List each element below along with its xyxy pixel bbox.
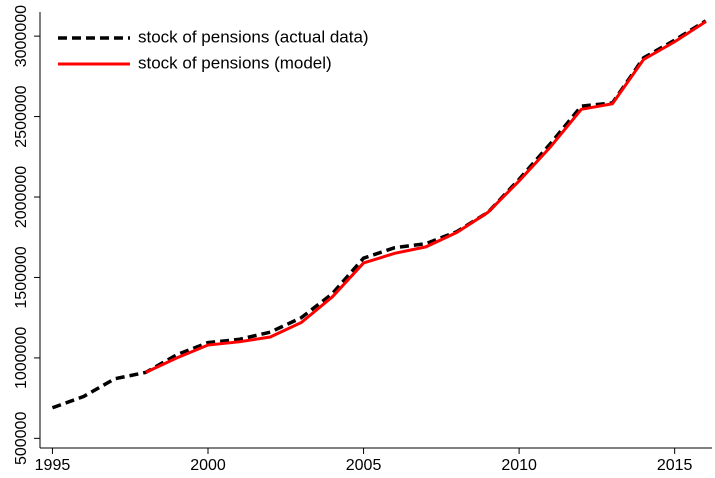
x-tick-label: 2015 (657, 457, 693, 474)
y-tick-label: 2000000 (13, 166, 30, 228)
x-tick-label: 2010 (501, 457, 537, 474)
y-tick-label: 3000000 (13, 5, 30, 67)
legend-label: stock of pensions (actual data) (138, 27, 369, 46)
series-line (51, 19, 707, 410)
y-tick-label: 1000000 (13, 327, 30, 389)
series-line (145, 20, 707, 374)
legend-label: stock of pensions (model) (138, 53, 332, 72)
y-tick-label: 2500000 (13, 85, 30, 147)
x-tick-label: 2000 (190, 457, 226, 474)
x-tick-label: 1995 (35, 457, 71, 474)
y-tick-label: 1500000 (13, 246, 30, 308)
x-tick-label: 2005 (346, 457, 382, 474)
y-tick-label: 500000 (13, 412, 30, 465)
